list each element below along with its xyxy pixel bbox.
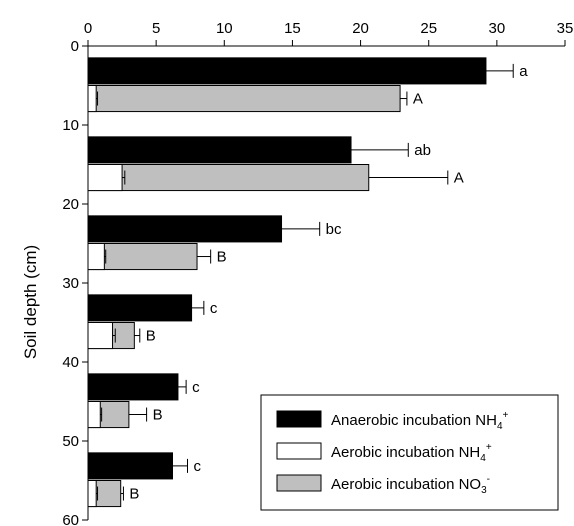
x-tick-label: 35	[557, 20, 574, 37]
y-tick-label: 20	[62, 196, 79, 213]
legend-label: Aerobic incubation NO3-	[331, 474, 490, 496]
significance-letter: A	[413, 91, 423, 108]
bars-layer	[87, 57, 487, 508]
bar-aerobic-no3	[87, 164, 370, 192]
significance-letter: ab	[414, 142, 431, 159]
axes-layer: 0 5 10 15 20 25 30 35 0 10 20 30 40 50 60	[62, 20, 573, 526]
x-tick-label: 15	[284, 20, 301, 37]
x-tick-label: 5	[152, 20, 160, 37]
bar-aerobic-nh4	[87, 85, 97, 113]
bar-aerobic-nh4	[87, 322, 114, 350]
y-tick-label: 60	[62, 512, 79, 526]
legend: Anaerobic incubation NH4+ Aerobic incubat…	[260, 394, 559, 511]
y-tick-label: 0	[71, 38, 79, 55]
legend-label: Aerobic incubation NH4+	[331, 442, 492, 464]
error-bars-layer	[96, 63, 514, 501]
significance-letter: a	[519, 63, 528, 80]
x-tick-label: 10	[216, 20, 233, 37]
significance-letter: B	[129, 486, 139, 503]
significance-letter: B	[146, 328, 156, 345]
y-tick-label: 10	[62, 117, 79, 134]
significance-letter: c	[192, 379, 200, 396]
significance-letter: bc	[326, 221, 342, 238]
x-tick-label: 25	[420, 20, 437, 37]
x-tick-label: 30	[489, 20, 506, 37]
legend-label: Anaerobic incubation NH4+	[331, 410, 509, 432]
significance-letter: B	[153, 407, 163, 424]
x-tick-label: 20	[352, 20, 369, 37]
x-tick-label: 0	[84, 20, 92, 37]
significance-letter: B	[217, 249, 227, 266]
bar-anaerobic-nh4	[87, 373, 179, 401]
significance-letters-layer: a Aab Abc Bc Bc Bc B	[129, 63, 528, 503]
bar-aerobic-nh4	[87, 401, 101, 429]
y-tick-label: 50	[62, 433, 79, 450]
legend-swatch	[276, 474, 322, 492]
bar-aerobic-nh4	[87, 164, 123, 192]
bar-aerobic-nh4	[87, 243, 105, 271]
y-axis-label: Soil depth (cm)	[21, 245, 40, 359]
y-tick-label: 30	[62, 275, 79, 292]
bar-anaerobic-nh4	[87, 57, 487, 85]
significance-letter: c	[193, 458, 201, 475]
bar-anaerobic-nh4	[87, 294, 193, 322]
bar-anaerobic-nh4	[87, 215, 283, 243]
legend-swatch	[276, 410, 322, 428]
significance-letter: c	[210, 300, 218, 317]
y-tick-label: 40	[62, 354, 79, 371]
legend-swatch	[276, 442, 322, 460]
bar-anaerobic-nh4	[87, 136, 352, 164]
bar-aerobic-no3	[87, 85, 401, 113]
bar-aerobic-nh4	[87, 480, 97, 508]
significance-letter: A	[454, 170, 464, 187]
bar-anaerobic-nh4	[87, 452, 173, 480]
